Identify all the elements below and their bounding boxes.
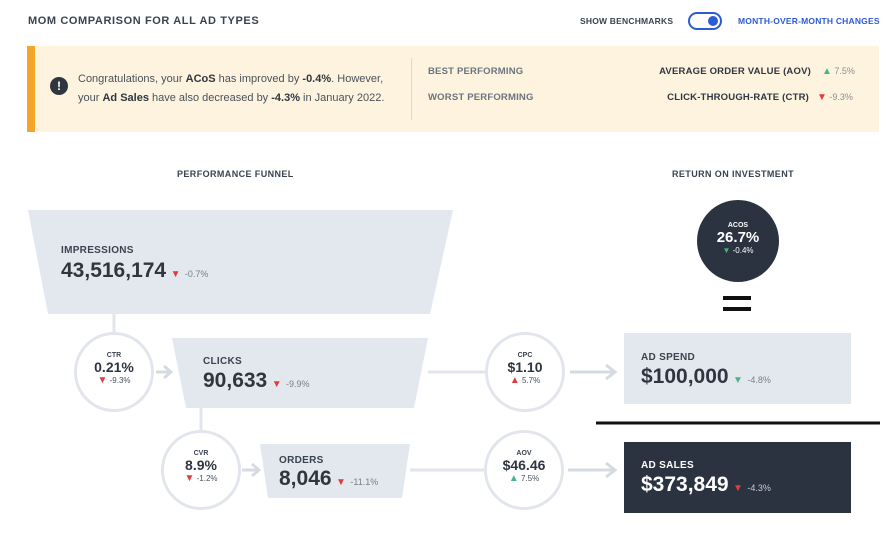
cvr-change: -1.2% [196, 474, 218, 483]
msg-metric-adsales: Ad Sales [102, 92, 149, 104]
page-title: MOM COMPARISON FOR ALL AD TYPES [28, 15, 260, 27]
month-over-month-link[interactable]: MONTH-OVER-MONTH CHANGES [738, 16, 880, 26]
acos-value: 26.7% [716, 229, 760, 246]
ad-spend-value: $100,000 [641, 365, 729, 388]
orders-label: ORDERS [279, 455, 324, 466]
arrow-right-icon [242, 462, 262, 478]
impressions-shape [28, 210, 453, 314]
down-arrow-icon: ▼ [817, 92, 827, 103]
down-arrow-icon: ▼ [271, 379, 282, 390]
orders-shape [260, 444, 410, 498]
cvr-circle: CVR 8.9% ▼ -1.2% [161, 430, 241, 510]
ad-sales-metric: $373,849 ▼ -4.3% [641, 473, 771, 497]
aov-circle: AOV $46.46 ▲ 7.5% [484, 430, 564, 510]
performance-funnel-title: PERFORMANCE FUNNEL [177, 169, 294, 179]
clicks-value: 90,633 [203, 369, 268, 392]
best-performing-label: BEST PERFORMING [428, 66, 524, 77]
acos-change: -0.4% [732, 246, 754, 255]
arrow-right-icon [570, 363, 618, 381]
impressions-value: 43,516,174 [61, 259, 167, 282]
best-change-value: 7.5% [834, 66, 855, 76]
ad-sales-value: $373,849 [641, 473, 729, 496]
insight-banner: ! Congratulations, your ACoS has improve… [27, 46, 879, 132]
best-performing-metric: AVERAGE ORDER VALUE (AOV) [659, 66, 811, 77]
banner-divider [411, 58, 412, 120]
ctr-label: CTR [106, 352, 122, 359]
cvr-change-row: ▼ -1.2% [164, 473, 238, 484]
roi-title: RETURN ON INVESTMENT [672, 169, 795, 179]
worst-performing-label: WORST PERFORMING [428, 92, 534, 103]
cpc-circle: CPC $1.10 ▲ 5.7% [485, 332, 565, 412]
ctr-value: 0.21% [94, 359, 134, 375]
msg-text: has improved by [215, 73, 303, 85]
ad-spend-label: AD SPEND [641, 352, 696, 363]
orders-change: -11.1% [350, 477, 379, 487]
cvr-label: CVR [193, 450, 209, 457]
msg-metric-acos: ACoS [185, 73, 216, 85]
down-arrow-icon: ▼ [97, 375, 108, 386]
ad-spend-card: AD SPEND $100,000 ▼ -4.8% [624, 333, 851, 404]
toggle-knob [708, 16, 718, 26]
msg-adsales-change: -4.3% [271, 92, 300, 104]
aov-label: AOV [516, 450, 532, 457]
cvr-value: 8.9% [185, 457, 217, 473]
show-benchmarks-label: SHOW BENCHMARKS [580, 16, 674, 26]
ad-spend-metric: $100,000 ▼ -4.8% [641, 365, 771, 389]
down-arrow-icon: ▼ [336, 477, 346, 488]
orders-value: 8,046 [279, 467, 332, 490]
ad-sales-change: -4.3% [747, 483, 771, 493]
worst-performing-metric: CLICK-THROUGH-RATE (CTR) [667, 92, 809, 103]
msg-acos-change: -0.4% [302, 73, 332, 85]
clicks-shape [172, 338, 428, 408]
msg-text: in January 2022. [300, 92, 385, 104]
orders-metric: 8,046 ▼ -11.1% [279, 467, 378, 491]
msg-text: . However, [331, 73, 384, 85]
impressions-change: -0.7% [184, 269, 209, 279]
down-arrow-icon: ▼ [722, 246, 731, 255]
worst-change-value: -9.3% [829, 92, 853, 102]
aov-value: $46.46 [502, 457, 546, 473]
clicks-metric: 90,633 ▼ -9.9% [203, 369, 310, 393]
ctr-change-row: ▼ -9.3% [77, 375, 151, 386]
insight-message: Congratulations, your ACoS has improved … [78, 70, 408, 108]
acos-change-row: ▼ -0.4% [697, 246, 779, 255]
best-performing-change: ▲ 7.5% [822, 66, 855, 77]
clicks-change: -9.9% [286, 379, 310, 389]
aov-change: 7.5% [520, 474, 540, 483]
equals-sign [723, 296, 751, 314]
impressions-metric: 43,516,174 ▼ -0.7% [61, 259, 208, 283]
impressions-label: IMPRESSIONS [61, 245, 134, 256]
ctr-change: -9.3% [109, 376, 131, 385]
cpc-change-row: ▲ 5.7% [488, 375, 562, 386]
clicks-label: CLICKS [203, 356, 243, 367]
down-arrow-icon: ▼ [170, 269, 181, 280]
ad-sales-card: AD SALES $373,849 ▼ -4.3% [624, 442, 851, 513]
worst-performing-change: ▼ -9.3% [817, 92, 853, 103]
up-arrow-icon: ▲ [822, 66, 832, 77]
down-arrow-icon: ▼ [733, 483, 743, 494]
arrow-right-icon [156, 364, 174, 380]
ctr-circle: CTR 0.21% ▼ -9.3% [74, 332, 154, 412]
up-arrow-icon: ▲ [508, 473, 519, 484]
msg-text: Congratulations, your [78, 73, 186, 85]
msg-text: your [78, 92, 103, 104]
cpc-label: CPC [517, 352, 533, 359]
acos-label: ACOS [727, 222, 749, 229]
cpc-value: $1.10 [507, 359, 543, 375]
arrow-right-icon [568, 461, 618, 479]
ad-sales-label: AD SALES [641, 460, 694, 471]
cpc-change: 5.7% [521, 376, 541, 385]
exclamation-icon: ! [50, 77, 68, 95]
acos-circle: ACOS 26.7% ▼ -0.4% [697, 200, 779, 282]
aov-change-row: ▲ 7.5% [487, 473, 561, 484]
ad-spend-change: -4.8% [747, 375, 771, 385]
benchmarks-toggle[interactable] [688, 12, 722, 30]
down-arrow-icon: ▼ [733, 375, 743, 386]
msg-text: have also decreased by [148, 92, 272, 104]
up-arrow-icon: ▲ [509, 375, 520, 386]
down-arrow-icon: ▼ [184, 473, 195, 484]
